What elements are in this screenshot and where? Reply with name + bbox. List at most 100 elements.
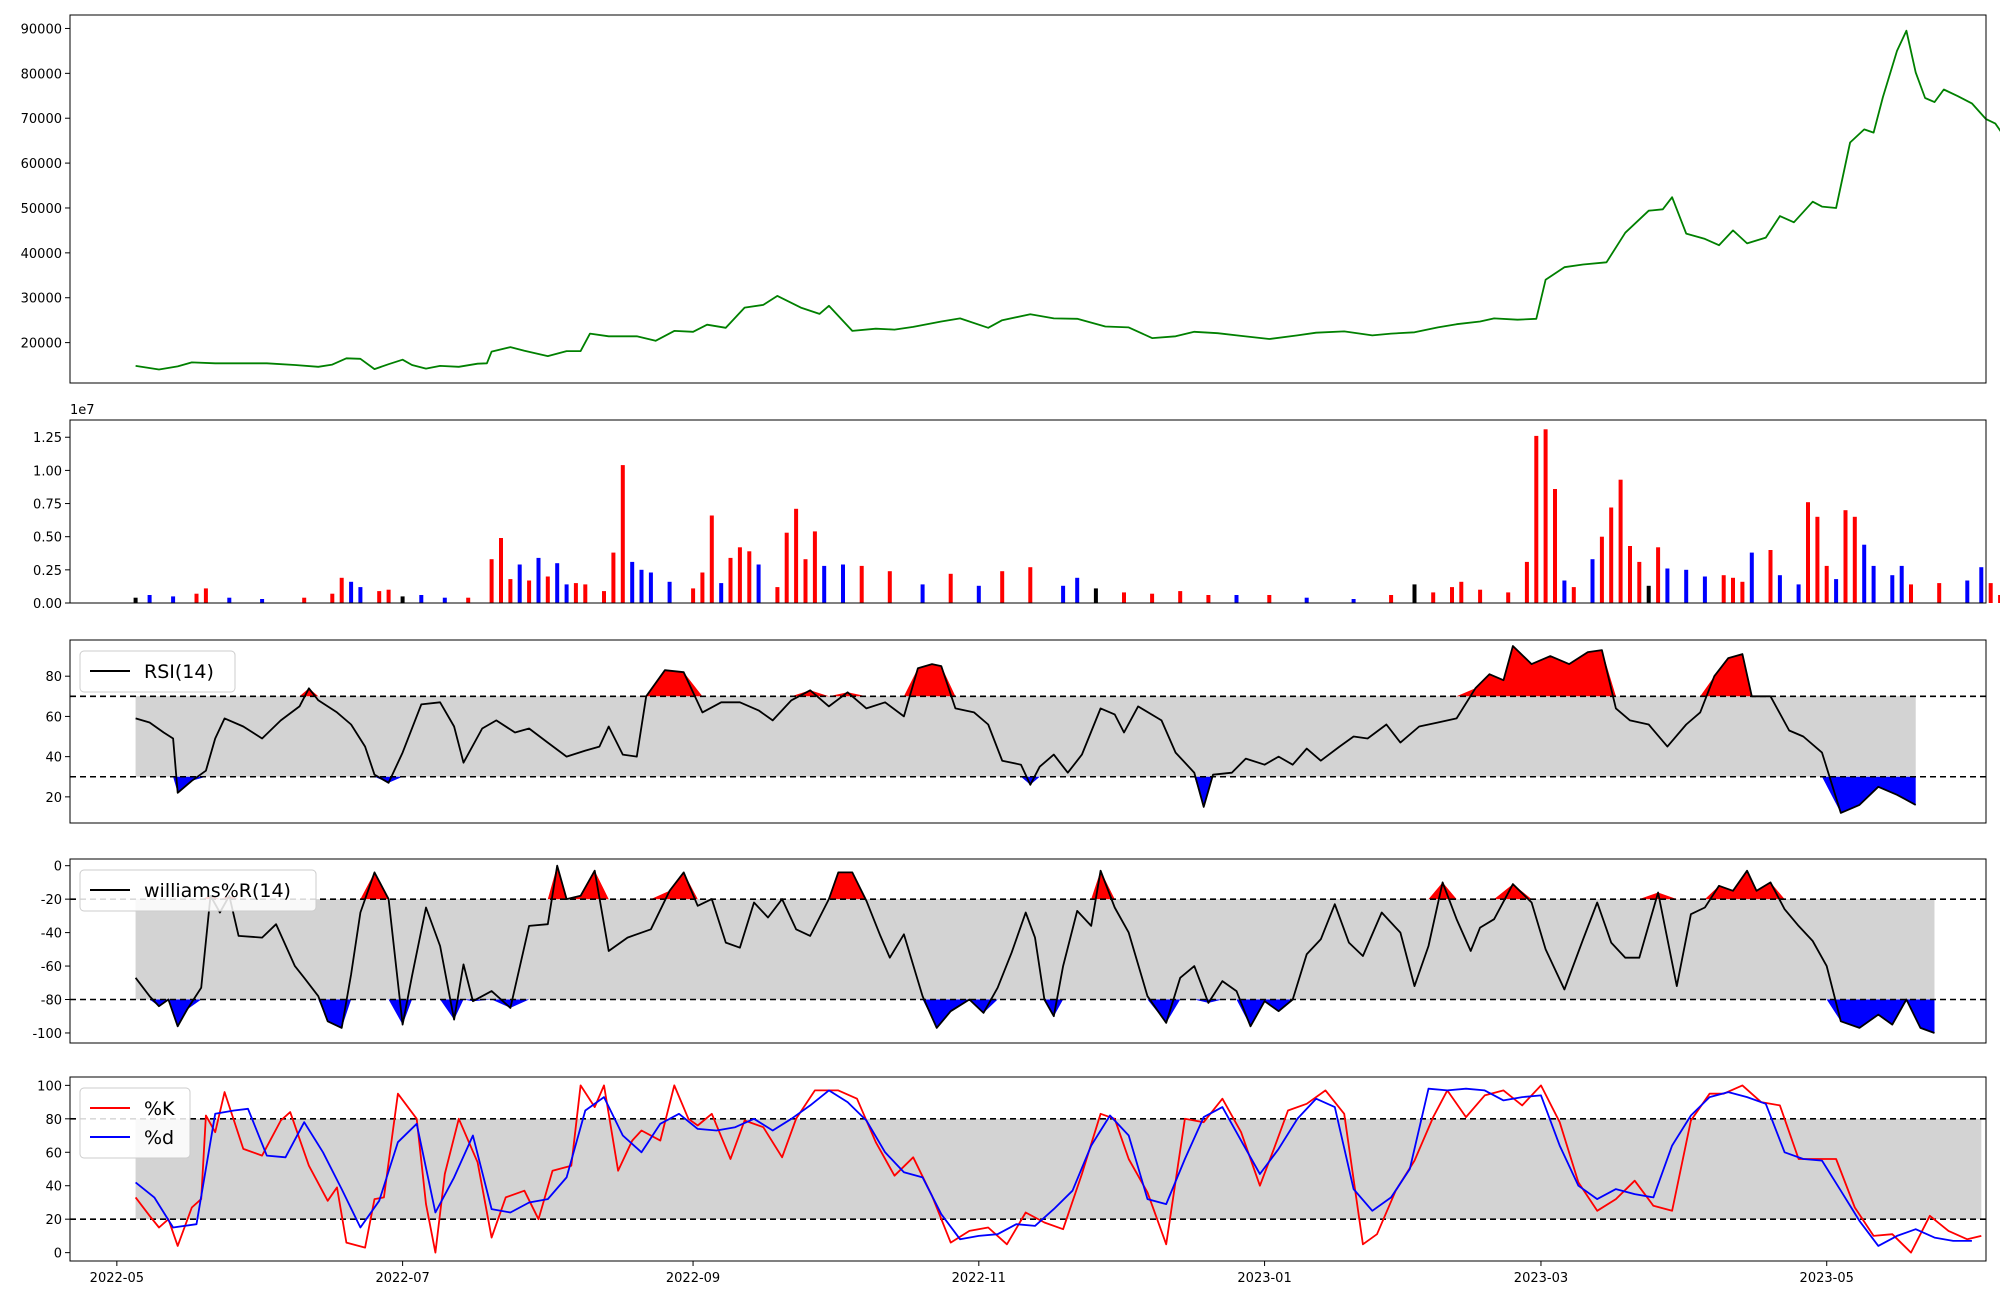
volume-bar [1824, 565, 1829, 603]
volume-frame [69, 419, 1987, 604]
volume-bar [803, 559, 808, 603]
y-tick-label: -40 [41, 927, 62, 942]
volume-bar [822, 565, 827, 603]
y-tick-label: 70000 [21, 112, 62, 127]
volume-bar [1988, 583, 1993, 603]
volume-bar [1815, 516, 1820, 603]
y-tick-label: 1.00 [33, 464, 62, 479]
volume-bar [719, 583, 724, 603]
volume-bar [1506, 592, 1511, 603]
volume-bar [1599, 536, 1604, 603]
y-tick-label: -20 [41, 893, 62, 908]
volume-bar [1478, 589, 1483, 603]
volume-bar [756, 564, 761, 603]
volume-bar [1351, 599, 1356, 603]
y-tick-label: -80 [41, 994, 62, 1009]
x-tick-label: 2022-05 [90, 1271, 144, 1286]
volume-bar [133, 597, 138, 603]
volume-bar [1731, 577, 1735, 603]
volume-bar [784, 532, 789, 603]
y-tick-label: 60 [45, 710, 62, 725]
legend-label: williams%R(14) [144, 880, 291, 902]
stochastic-panel: 0 20 40 60 80 100 %K %d [37, 1076, 1987, 1262]
volume-bar [920, 584, 925, 603]
volume-bar [227, 597, 232, 603]
price-frame [69, 14, 1987, 384]
y-tick-label: 20 [45, 791, 62, 806]
volume-bar [1740, 581, 1745, 603]
y-tick-label: 60 [45, 1146, 62, 1161]
volume-bar [1061, 585, 1066, 603]
y-tick-label: -100 [32, 1027, 62, 1042]
volume-bar [1628, 546, 1632, 603]
d-line [135, 1087, 1972, 1247]
volume-bar [1656, 547, 1661, 603]
volume-bar [948, 573, 953, 603]
volume-bar [573, 583, 578, 603]
volume-bar [691, 588, 696, 603]
volume-bar [1267, 595, 1272, 603]
volume-bar [1965, 580, 1970, 603]
x-tick-label: 2022-11 [952, 1271, 1006, 1286]
volume-bar [1562, 580, 1567, 603]
volume-bar [419, 595, 424, 603]
volume-bar [466, 597, 471, 603]
k-line [134, 1084, 1982, 1254]
x-tick-label: 2023-03 [1514, 1271, 1568, 1286]
volume-bar [1796, 584, 1801, 603]
y-tick-label: 40000 [21, 247, 62, 262]
volume-bar [1979, 567, 1984, 603]
williams-panel: -100 -80 -60 -40 -20 0 williams%R(14) [32, 858, 1987, 1044]
volume-bar [1721, 575, 1726, 603]
volume-bar [583, 584, 588, 603]
volume-bar [358, 587, 363, 603]
volume-bar [1890, 575, 1895, 603]
volume-bar [545, 576, 550, 603]
rsi-legend [79, 650, 236, 693]
stochastic-frame [69, 1076, 1987, 1262]
volume-bar [1075, 577, 1080, 603]
williams-oversold-fill [135, 999, 1935, 1033]
volume-bar [489, 559, 494, 603]
volume-bar [700, 572, 705, 603]
y-tick-label: 20000 [21, 337, 62, 352]
volume-bar [976, 585, 981, 603]
volume-bar [1899, 565, 1904, 603]
volume-bar [775, 587, 780, 603]
volume-bar [1304, 597, 1309, 603]
volume-bar [194, 593, 199, 603]
volume-bar [611, 552, 616, 603]
volume-bar [1777, 575, 1782, 603]
volume-bar [1665, 568, 1670, 603]
volume-bar [1524, 561, 1529, 603]
y-tick-label: 20 [45, 1213, 62, 1228]
volume-bar [1234, 595, 1239, 603]
volume-bar [564, 584, 569, 603]
volume-bar [1450, 587, 1454, 603]
volume-bar [1637, 561, 1642, 603]
volume-bar [147, 595, 152, 603]
volume-bar [812, 531, 817, 603]
volume-bar [508, 579, 513, 603]
volume-bar [203, 588, 208, 603]
volume-bar [667, 581, 672, 603]
williams-legend [79, 869, 317, 912]
volume-bar [639, 569, 644, 603]
volume-bar [1412, 584, 1417, 603]
volume-bar [859, 565, 864, 603]
volume-bar [400, 596, 405, 603]
volume-bar [1768, 550, 1773, 603]
volume-bar [1609, 507, 1614, 603]
legend-label: %d [144, 1127, 174, 1149]
volume-bar [1843, 510, 1848, 603]
volume-bar [1834, 579, 1839, 603]
volume-bar [499, 538, 503, 603]
volume-bar [1862, 544, 1867, 603]
volume-bar [171, 596, 176, 603]
volume-bar [1543, 429, 1548, 603]
price-panel: 20000 30000 40000 50000 60000 70000 80000 90000 [21, 14, 2000, 384]
legend-label: RSI(14) [144, 661, 214, 683]
volume-bar [260, 599, 265, 603]
stochastic-legend [79, 1087, 191, 1159]
